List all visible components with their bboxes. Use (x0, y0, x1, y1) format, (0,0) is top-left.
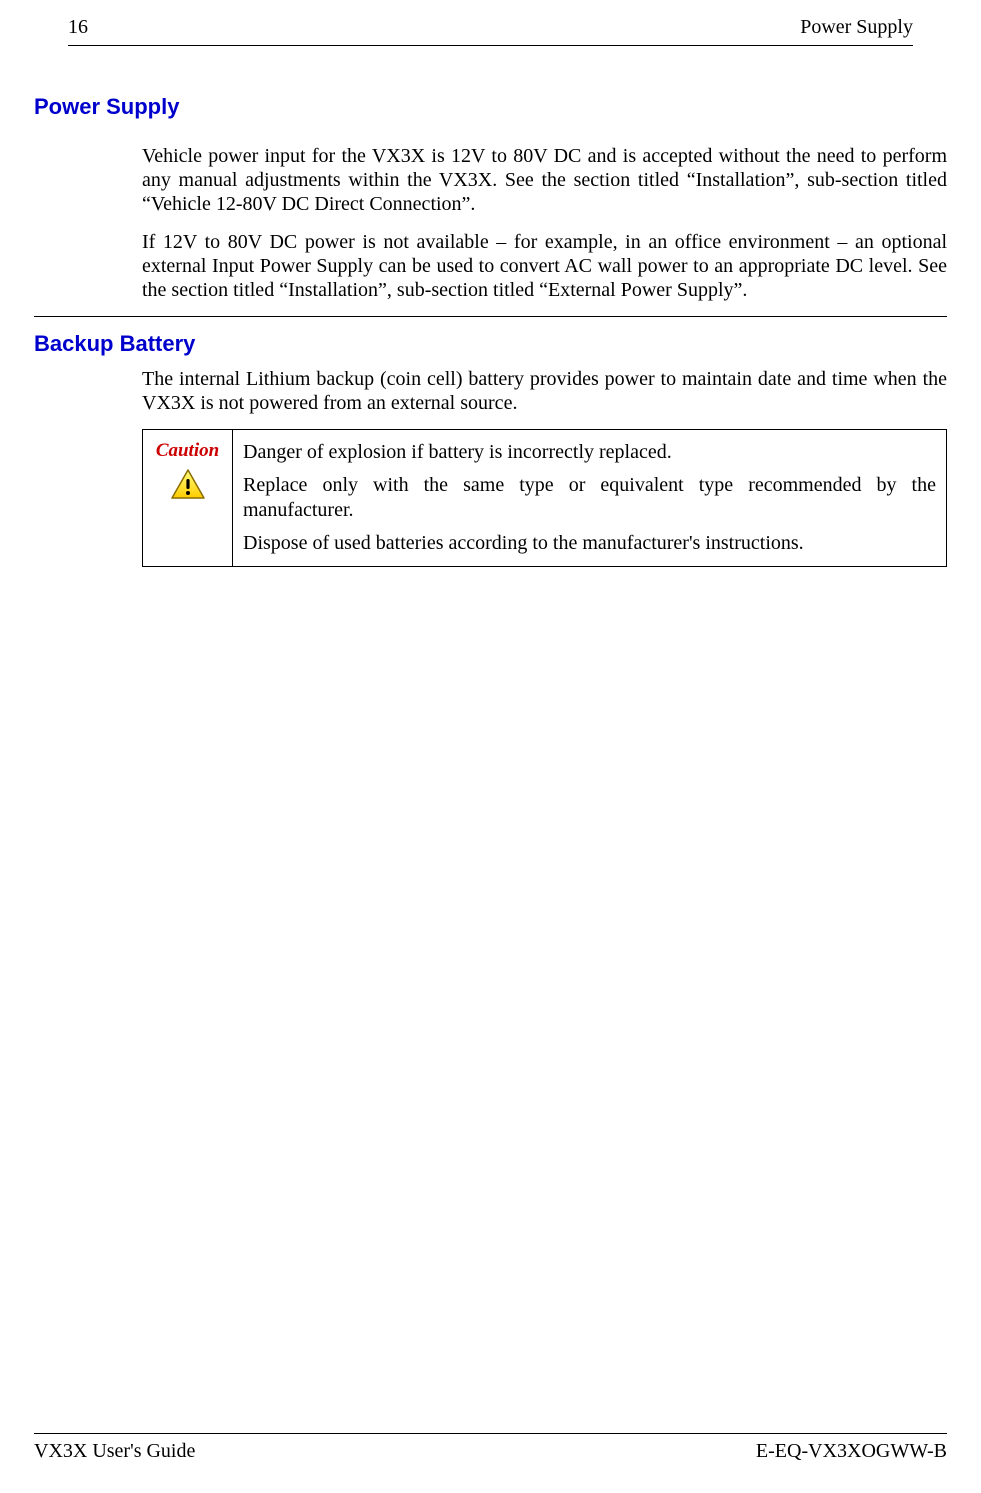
header-section-name: Power Supply (800, 16, 913, 39)
power-supply-para-1: Vehicle power input for the VX3X is 12V … (142, 144, 947, 216)
caution-table: Caution D (142, 429, 947, 567)
backup-battery-para-1: The internal Lithium backup (coin cell) … (142, 367, 947, 415)
page-number: 16 (68, 16, 88, 39)
caution-line-3: Dispose of used batteries according to t… (243, 531, 936, 556)
page-content: Power Supply Vehicle power input for the… (0, 94, 981, 567)
heading-power-supply: Power Supply (34, 94, 947, 120)
footer-left: VX3X User's Guide (34, 1440, 195, 1463)
caution-line-2: Replace only with the same type or equiv… (243, 473, 936, 523)
page-header: 16 Power Supply (68, 0, 913, 46)
caution-line-1: Danger of explosion if battery is incorr… (243, 440, 936, 465)
heading-backup-battery: Backup Battery (34, 331, 947, 357)
caution-text-cell: Danger of explosion if battery is incorr… (233, 430, 947, 567)
page-footer: VX3X User's Guide E-EQ-VX3XOGWW-B (34, 1433, 947, 1463)
power-supply-para-2: If 12V to 80V DC power is not available … (142, 230, 947, 302)
caution-label: Caution (153, 440, 222, 462)
warning-triangle-icon (170, 468, 206, 500)
footer-right: E-EQ-VX3XOGWW-B (756, 1440, 947, 1463)
caution-label-cell: Caution (143, 430, 233, 567)
section-divider (34, 316, 947, 317)
